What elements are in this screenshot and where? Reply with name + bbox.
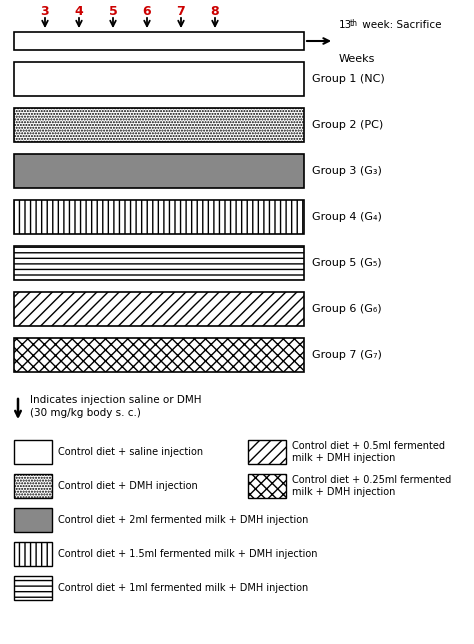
Text: Control diet + 2ml fermented milk + DMH injection: Control diet + 2ml fermented milk + DMH … xyxy=(58,515,309,525)
Text: th: th xyxy=(350,19,358,28)
Text: Indicates injection saline or DMH: Indicates injection saline or DMH xyxy=(30,395,201,405)
Text: 8: 8 xyxy=(210,5,219,18)
Text: Control diet + 0.5ml fermented
milk + DMH injection: Control diet + 0.5ml fermented milk + DM… xyxy=(292,441,445,463)
Text: 7: 7 xyxy=(177,5,185,18)
Bar xyxy=(14,32,304,50)
Text: Group 1 (NC): Group 1 (NC) xyxy=(312,74,385,84)
Text: Group 6 (G₆): Group 6 (G₆) xyxy=(312,304,382,314)
Bar xyxy=(14,508,52,532)
Text: 3: 3 xyxy=(41,5,49,18)
Text: 5: 5 xyxy=(109,5,118,18)
Bar xyxy=(14,542,52,566)
Text: Group 4 (G₄): Group 4 (G₄) xyxy=(312,212,382,222)
Text: 13: 13 xyxy=(339,20,352,30)
Text: Weeks: Weeks xyxy=(339,54,375,64)
Text: (30 mg/kg body s. c.): (30 mg/kg body s. c.) xyxy=(30,408,141,418)
Text: week: Sacrifice: week: Sacrifice xyxy=(359,20,441,30)
Bar xyxy=(14,62,304,96)
Bar xyxy=(14,474,52,498)
Bar xyxy=(14,154,304,188)
Bar xyxy=(14,576,52,600)
Text: Control diet + 0.25ml fermented
milk + DMH injection: Control diet + 0.25ml fermented milk + D… xyxy=(292,475,451,497)
Text: 4: 4 xyxy=(74,5,83,18)
Text: 6: 6 xyxy=(143,5,151,18)
Bar xyxy=(248,474,286,498)
Text: Control diet + saline injection: Control diet + saline injection xyxy=(58,447,203,457)
Text: Group 2 (PC): Group 2 (PC) xyxy=(312,120,383,130)
Bar xyxy=(14,338,304,372)
Text: Control diet + 1ml fermented milk + DMH injection: Control diet + 1ml fermented milk + DMH … xyxy=(58,583,308,593)
Text: Control diet + 1.5ml fermented milk + DMH injection: Control diet + 1.5ml fermented milk + DM… xyxy=(58,549,318,559)
Text: Group 5 (G₅): Group 5 (G₅) xyxy=(312,258,382,268)
Bar xyxy=(14,292,304,326)
Text: Group 3 (G₃): Group 3 (G₃) xyxy=(312,166,382,176)
Bar xyxy=(14,200,304,234)
Bar xyxy=(248,440,286,464)
Bar xyxy=(14,108,304,142)
Bar xyxy=(14,246,304,280)
Bar xyxy=(14,440,52,464)
Text: Control diet + DMH injection: Control diet + DMH injection xyxy=(58,481,198,491)
Text: Group 7 (G₇): Group 7 (G₇) xyxy=(312,350,382,360)
